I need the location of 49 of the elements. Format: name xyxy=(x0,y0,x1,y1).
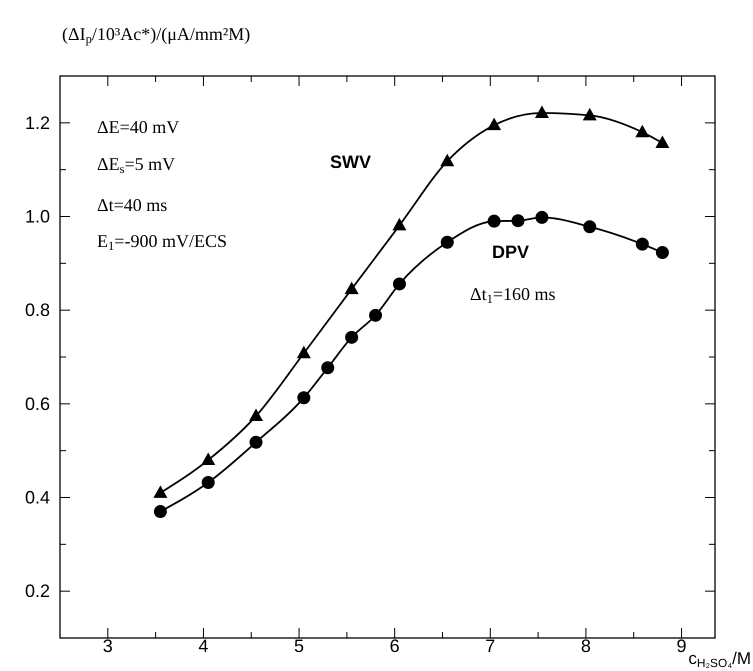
annotation: ΔE$_{s}$=5 mV xyxy=(97,154,176,176)
point xyxy=(297,391,310,404)
x-tick-label: 3 xyxy=(102,636,113,656)
point xyxy=(249,408,264,422)
y-tick-label: 0.6 xyxy=(24,394,50,414)
point xyxy=(656,246,669,260)
annotation: E$_{1}$=-900 mV/ECS xyxy=(97,231,227,254)
point xyxy=(392,277,406,290)
x-tick-label: 8 xyxy=(580,636,591,656)
annotation: Δt=40 ms xyxy=(97,195,168,215)
point xyxy=(534,106,549,118)
y-tick-label: 0.8 xyxy=(24,300,50,320)
x-tick-label: 5 xyxy=(294,636,304,656)
annotation: ΔE=40 mV xyxy=(97,117,180,137)
point xyxy=(582,108,597,120)
point xyxy=(488,214,501,228)
point xyxy=(321,361,334,374)
point xyxy=(250,436,263,449)
y-tick-label: 0.4 xyxy=(24,488,50,508)
point xyxy=(512,214,525,228)
x-tick-label: 9 xyxy=(676,636,687,656)
y-axis-title: (ΔI$_{p}$/10³Ac*)/(μA/mm²M) xyxy=(62,24,250,46)
point xyxy=(392,218,406,230)
point xyxy=(655,135,670,148)
point xyxy=(636,238,649,251)
point xyxy=(345,330,358,344)
y-tick-label: 1.2 xyxy=(24,112,50,133)
point xyxy=(154,505,167,518)
point xyxy=(440,236,454,249)
point xyxy=(635,124,650,138)
y-tick-label: 0.2 xyxy=(24,581,50,602)
x-axis-title: c$_{H₂SO₄}$/M xyxy=(688,649,751,670)
text: SWV xyxy=(330,152,372,172)
point xyxy=(153,485,168,498)
point xyxy=(583,220,596,234)
y-tick-label: 1.0 xyxy=(24,206,50,226)
point xyxy=(535,210,548,224)
point xyxy=(344,282,359,294)
x-tick-label: 4 xyxy=(198,636,208,656)
point xyxy=(202,476,215,490)
x-tick-label: 6 xyxy=(390,636,400,656)
point xyxy=(369,308,382,322)
point xyxy=(440,154,454,166)
annotation: Δt$_{1}$=160 ms xyxy=(470,284,556,306)
point xyxy=(296,346,311,358)
x-tick-label: 7 xyxy=(485,636,496,656)
series-label: DPV xyxy=(492,242,530,262)
point xyxy=(487,118,502,130)
point xyxy=(201,452,216,466)
